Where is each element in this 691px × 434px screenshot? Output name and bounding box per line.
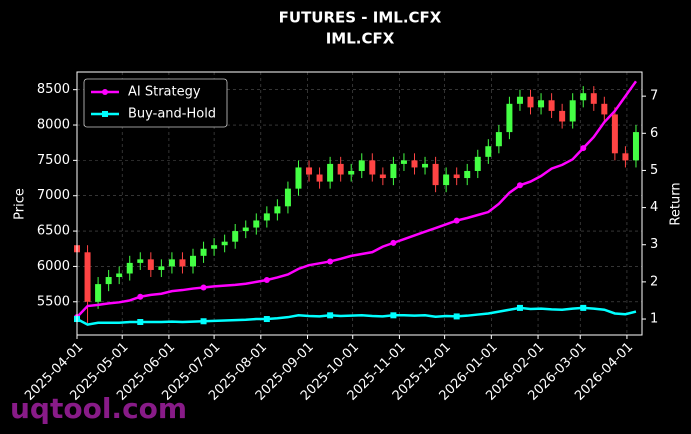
marker xyxy=(102,111,108,117)
marker xyxy=(327,258,334,265)
candle-body xyxy=(327,163,334,182)
y2-tick-label: 4 xyxy=(650,200,658,215)
candle-body xyxy=(601,103,608,115)
candle-body xyxy=(464,170,471,179)
candle-body xyxy=(137,259,144,263)
marker xyxy=(453,217,460,224)
candle-body xyxy=(221,241,228,246)
candle-body xyxy=(432,163,439,186)
candle-body xyxy=(168,259,175,267)
legend-label: Buy-and-Hold xyxy=(128,107,216,122)
candle-body xyxy=(422,163,429,168)
candle-body xyxy=(337,163,344,175)
candle-body xyxy=(116,273,123,278)
candle-body xyxy=(274,206,281,214)
candle-body xyxy=(495,132,502,147)
legend-label: AI Strategy xyxy=(128,85,201,100)
candle-body xyxy=(105,277,112,285)
y2-tick-label: 1 xyxy=(650,312,658,327)
marker xyxy=(390,239,397,246)
chart-title: FUTURES - IML.CFX xyxy=(279,9,442,27)
y-tick-label: 5500 xyxy=(37,294,70,309)
candle-body xyxy=(158,266,165,270)
candle-body xyxy=(200,248,207,256)
candle-body xyxy=(400,160,407,164)
marker xyxy=(200,284,207,291)
y2-tick-label: 3 xyxy=(650,237,658,252)
candle-body xyxy=(569,100,576,122)
candle-body xyxy=(84,252,91,302)
series-line xyxy=(76,80,637,319)
chart-subtitle: IML.CFX xyxy=(326,30,395,48)
y-tick-label: 8000 xyxy=(37,118,70,133)
y-tick-label: 8500 xyxy=(37,82,70,97)
candle-body xyxy=(316,174,323,182)
legend: AI Strategy Buy-and-Hold xyxy=(83,78,228,128)
candle-body xyxy=(390,163,397,179)
candle-body xyxy=(590,93,597,104)
candle-body xyxy=(95,284,102,302)
candle-body xyxy=(232,231,239,242)
y-axis-label: Price xyxy=(13,188,28,220)
candle-body xyxy=(411,160,418,168)
legend-box xyxy=(83,78,228,128)
candle-body xyxy=(485,146,492,157)
watermark: uqtool.com xyxy=(10,392,187,425)
candle-body xyxy=(263,213,270,221)
candle-body xyxy=(253,220,260,228)
candle-body xyxy=(443,174,450,186)
candle-body xyxy=(538,100,545,108)
y2-axis-label: Return xyxy=(669,182,684,225)
candle-body xyxy=(548,100,555,111)
y-tick-label: 6500 xyxy=(37,224,70,239)
candle-body xyxy=(306,167,313,175)
candle-body xyxy=(527,96,534,108)
series-line xyxy=(76,306,637,326)
marker xyxy=(102,89,108,95)
candle-body xyxy=(506,103,513,133)
candle-body xyxy=(632,132,639,161)
candle-body xyxy=(147,259,154,270)
candle-body xyxy=(348,170,355,175)
marker xyxy=(327,312,334,319)
y-tick-label: 7000 xyxy=(37,188,70,203)
candle-body xyxy=(559,110,566,122)
y2-tick-label: 6 xyxy=(650,126,658,141)
marker xyxy=(137,293,144,300)
candle-body xyxy=(284,188,291,207)
candle-body xyxy=(580,93,587,101)
marker xyxy=(137,318,144,325)
marker xyxy=(390,312,397,319)
candle-body xyxy=(242,227,249,232)
candle-body xyxy=(611,114,618,154)
y2-tick-label: 2 xyxy=(650,274,658,289)
candle-body xyxy=(474,156,481,171)
marker xyxy=(580,304,587,311)
marker xyxy=(516,304,523,311)
candle-body xyxy=(211,245,218,249)
candle-body xyxy=(295,167,302,189)
plot-frame xyxy=(76,71,643,336)
marker xyxy=(263,277,270,284)
y2-tick-label: 5 xyxy=(650,163,658,178)
candle-body xyxy=(622,153,629,161)
marker xyxy=(263,316,270,323)
marker xyxy=(200,318,207,325)
candle-body xyxy=(453,174,460,179)
candle-body xyxy=(126,262,133,274)
candle-body xyxy=(379,174,386,179)
marker xyxy=(453,313,460,320)
y-tick-label: 7500 xyxy=(37,153,70,168)
candle-body xyxy=(358,160,365,171)
candle-body xyxy=(516,96,523,104)
y2-tick-label: 7 xyxy=(650,89,658,104)
candle-body xyxy=(190,255,197,267)
candle-body xyxy=(369,160,376,175)
y-tick-label: 6000 xyxy=(37,259,70,274)
marker xyxy=(580,145,587,152)
marker xyxy=(516,182,523,189)
candle-body xyxy=(179,259,186,267)
